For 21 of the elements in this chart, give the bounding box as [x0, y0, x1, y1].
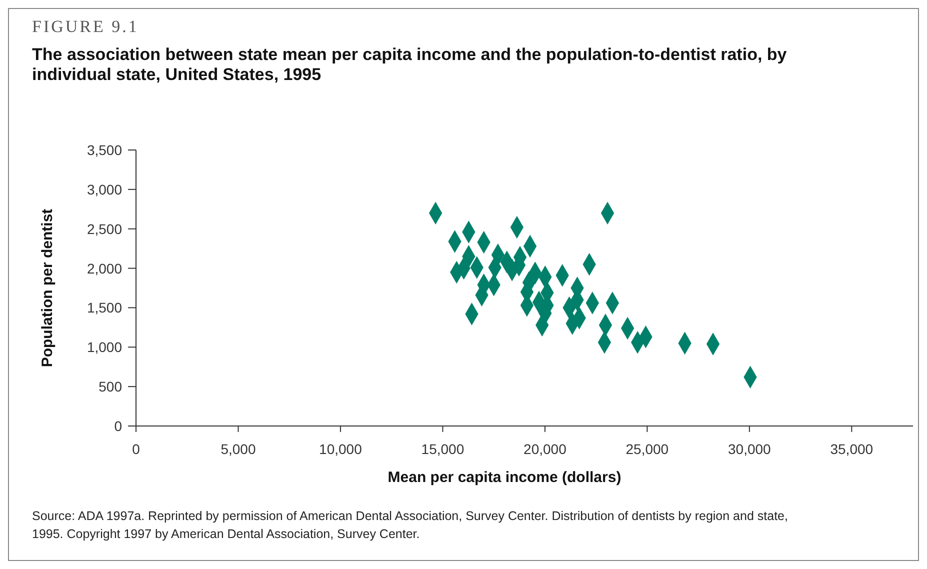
y-tick-label: 3,000: [86, 181, 122, 198]
source-note: Source: ADA 1997a. Reprinted by permission of American Dental Association, Survey Center. Distribution of dentists by region and state, 1995. Copyright 1997 by American Dental Association, Survey Center.: [32, 509, 788, 541]
x-tick-label: 0: [132, 441, 140, 457]
chart-subtitle: The association between state mean per capita income and the population-to-dentist ratio, by individual state, United States, 1995: [32, 45, 788, 84]
y-tick-label: 2,500: [86, 220, 122, 237]
x-tick-label: 10,000: [319, 441, 362, 457]
y-tick-label: 3,500: [86, 142, 122, 158]
x-tick-label: 25,000: [626, 441, 669, 457]
y-tick-label: 0: [114, 418, 122, 434]
x-tick-label: 5,000: [220, 441, 256, 457]
x-tick-label: 30,000: [728, 441, 772, 457]
x-tick-label: 20,000: [524, 441, 567, 457]
y-axis-title: Population per dentist: [39, 208, 56, 368]
y-tick-label: 2,000: [86, 260, 122, 276]
x-tick-label: 35,000: [830, 441, 874, 457]
y-tick-label: 1,000: [86, 339, 122, 356]
chart-title: FIGURE 9.1: [32, 17, 139, 36]
x-tick-label: 15,000: [421, 441, 464, 457]
x-axis-title: Mean per capita income (dollars): [388, 469, 622, 486]
y-tick-label: 500: [98, 378, 122, 395]
y-tick-label: 1,500: [86, 300, 122, 316]
